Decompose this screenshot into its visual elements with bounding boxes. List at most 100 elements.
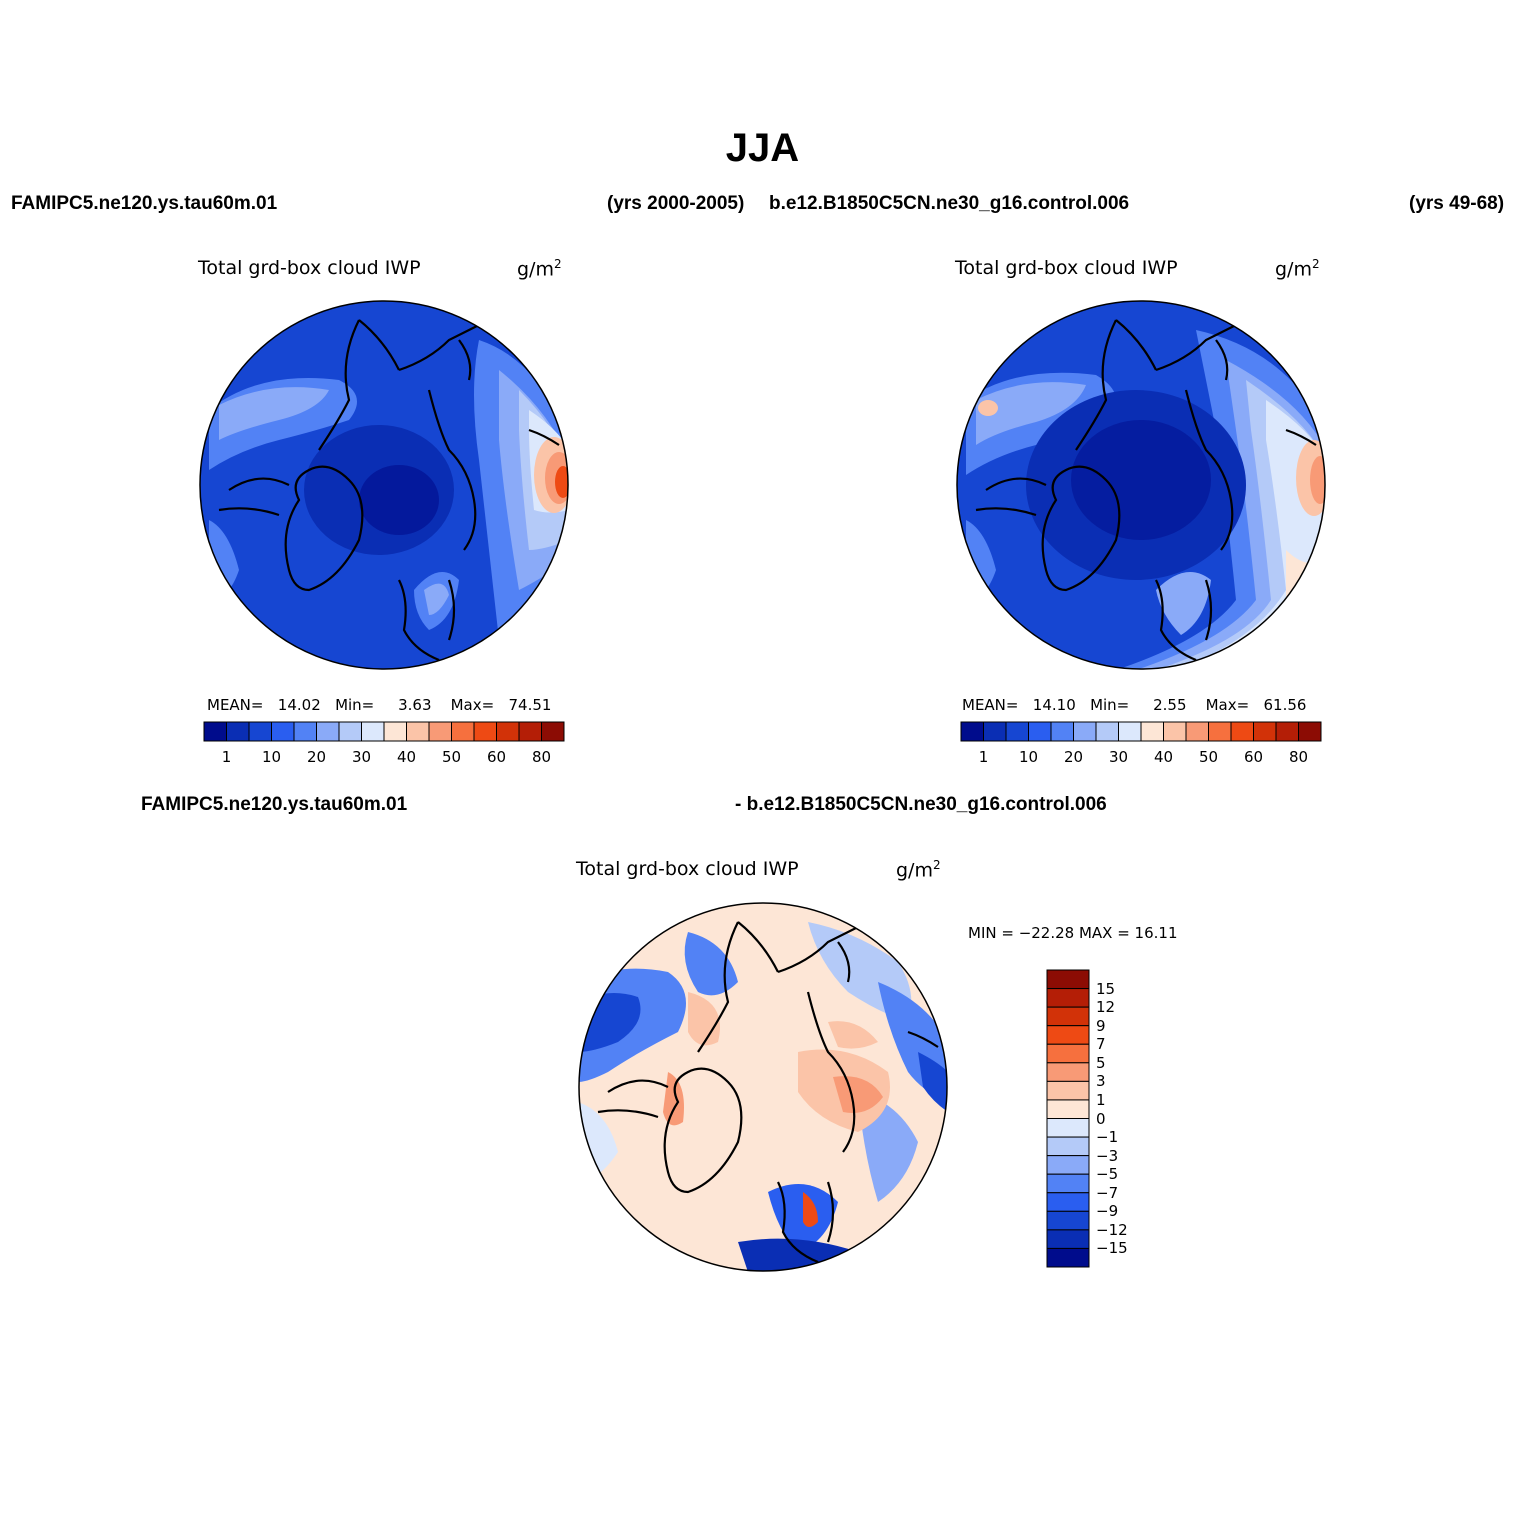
colorbar-swatch [1163, 721, 1187, 742]
colorbar-swatch [518, 721, 542, 742]
panel2-title: Total grd-box cloud IWP [955, 257, 1178, 279]
colorbar-tick-label: 10 [1018, 748, 1039, 766]
colorbar-tick-label: 1 [221, 748, 232, 766]
panel1-colorbar [203, 721, 565, 742]
diff-case2-label: - b.e12.B1850C5CN.ne30_g16.control.006 [735, 794, 1107, 815]
colorbar-swatch [1118, 721, 1142, 742]
colorbar-swatch [1046, 1247, 1090, 1268]
panel1-units: g/m2 [517, 257, 562, 281]
colorbar-tick-label: −5 [1096, 1165, 1119, 1184]
panel2-max-label: Max= [1205, 696, 1250, 714]
panel2-max-value: 61.56 [1263, 696, 1307, 714]
colorbar-swatch [316, 721, 340, 742]
diff-case1-label: FAMIPC5.ne120.ys.tau60m.01 [141, 794, 408, 815]
panel1-min-label: Min= [335, 696, 375, 714]
colorbar-swatch [1050, 721, 1074, 742]
colorbar-tick-label: 80 [1288, 748, 1309, 766]
colorbar-swatch [1046, 1006, 1090, 1027]
colorbar-tick-label: 60 [1243, 748, 1264, 766]
colorbar-tick-label: 30 [351, 748, 372, 766]
panel1-stats: MEAN= 14.02 Min= 3.63 Max= 74.51 [207, 696, 551, 714]
colorbar-swatch [428, 721, 452, 742]
panel2-stats: MEAN= 14.10 Min= 2.55 Max= 61.56 [962, 696, 1306, 714]
colorbar-tick-label: 7 [1096, 1035, 1106, 1054]
colorbar-swatch [496, 721, 520, 742]
colorbar-swatch [293, 721, 317, 742]
colorbar-swatch [1275, 721, 1299, 742]
panel1-title: Total grd-box cloud IWP [198, 257, 421, 279]
colorbar-swatch [1046, 1210, 1090, 1231]
case2-label: b.e12.B1850C5CN.ne30_g16.control.006 [769, 193, 1130, 214]
colorbar-swatch [1046, 969, 1090, 990]
colorbar-tick-label: 1 [1096, 1090, 1106, 1109]
colorbar-swatch [361, 721, 385, 742]
colorbar-swatch [1253, 721, 1277, 742]
case2-years: (yrs 49-68) [1409, 193, 1505, 214]
colorbar-swatch [960, 721, 984, 742]
colorbar-tick-label: 50 [1198, 748, 1219, 766]
panel1-polar-map [199, 300, 569, 670]
colorbar-swatch [203, 721, 227, 742]
colorbar-swatch [1005, 721, 1029, 742]
colorbar-tick-label: 50 [441, 748, 462, 766]
panel2-mean-label: MEAN= [962, 696, 1019, 714]
colorbar-swatch [1046, 1155, 1090, 1175]
colorbar-swatch [1298, 721, 1322, 742]
panel2-polar-map [956, 300, 1326, 670]
colorbar-swatch [226, 721, 250, 742]
colorbar-swatch [541, 721, 565, 742]
panel2-min-value: 2.55 [1153, 696, 1187, 714]
panel1-min-value: 3.63 [398, 696, 432, 714]
colorbar-tick-label: −15 [1096, 1239, 1128, 1258]
colorbar-swatch [451, 721, 475, 742]
colorbar-tick-label: 40 [1153, 748, 1174, 766]
colorbar-swatch [983, 721, 1007, 742]
colorbar-tick-label: 30 [1108, 748, 1129, 766]
colorbar-swatch [1046, 1099, 1090, 1119]
colorbar-tick-label: 20 [306, 748, 327, 766]
colorbar-tick-label: 40 [396, 748, 417, 766]
colorbar-swatch [1185, 721, 1209, 742]
colorbar-tick-label: −7 [1096, 1183, 1119, 1202]
colorbar-swatch [1046, 1025, 1090, 1045]
colorbar-swatch [1230, 721, 1254, 742]
panel1-max-label: Max= [450, 696, 495, 714]
colorbar-tick-label: −3 [1096, 1146, 1119, 1165]
colorbar-swatch [1095, 721, 1119, 742]
colorbar-tick-label: 9 [1096, 1016, 1106, 1035]
case1-label: FAMIPC5.ne120.ys.tau60m.01 [11, 193, 278, 214]
colorbar-swatch [1046, 1173, 1090, 1194]
colorbar-tick-label: 80 [531, 748, 552, 766]
colorbar-swatch [1028, 721, 1052, 742]
colorbar-tick-label: 15 [1096, 979, 1116, 998]
colorbar-tick-label: 3 [1096, 1072, 1106, 1091]
colorbar-swatch [1073, 721, 1097, 742]
panel1-max-value: 74.51 [508, 696, 552, 714]
colorbar-swatch [271, 721, 295, 742]
colorbar-swatch [1046, 1062, 1090, 1082]
case1-years: (yrs 2000-2005) [607, 193, 745, 214]
colorbar-swatch [473, 721, 497, 742]
panel3-title: Total grd-box cloud IWP [576, 858, 799, 880]
colorbar-tick-label: 1 [978, 748, 989, 766]
colorbar-tick-label: 12 [1096, 998, 1116, 1017]
panel1-mean-label: MEAN= [207, 696, 264, 714]
panel3-colorbar [1046, 969, 1090, 1268]
panel3-minmax: MIN = −22.28 MAX = 16.11 [968, 924, 1178, 942]
colorbar-tick-label: −9 [1096, 1202, 1119, 1221]
panel2-units: g/m2 [1275, 257, 1320, 281]
colorbar-tick-label: 10 [261, 748, 282, 766]
colorbar-swatch [406, 721, 430, 742]
panel2-min-label: Min= [1090, 696, 1130, 714]
panel2-mean-value: 14.10 [1032, 696, 1076, 714]
colorbar-swatch [1046, 1043, 1090, 1064]
panel2-colorbar [960, 721, 1322, 742]
colorbar-swatch [1046, 1118, 1090, 1138]
colorbar-swatch [1046, 1080, 1090, 1101]
colorbar-tick-label: −1 [1096, 1128, 1119, 1147]
colorbar-swatch [1046, 1136, 1090, 1157]
panel3-difference-map [578, 902, 948, 1272]
colorbar-tick-label: 5 [1096, 1053, 1106, 1072]
colorbar-swatch [383, 721, 407, 742]
colorbar-swatch [338, 721, 362, 742]
